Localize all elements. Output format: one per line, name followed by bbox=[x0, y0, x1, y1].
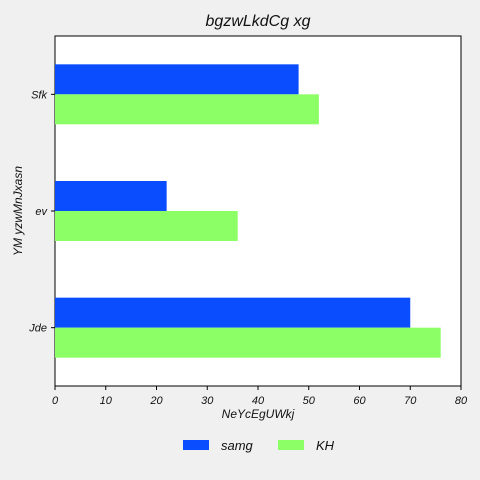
x-tick-label: 80 bbox=[455, 395, 468, 407]
y-axis-ticks: Sfk ev Jde bbox=[28, 89, 55, 335]
x-tick-label: 60 bbox=[353, 395, 366, 407]
x-tick-label: 20 bbox=[149, 395, 163, 407]
legend-label-KH: KH bbox=[316, 438, 335, 453]
bar-samg-Sfk bbox=[55, 64, 299, 95]
x-tick-label: 10 bbox=[100, 395, 113, 407]
y-axis-label: YM yzwMnJxasn bbox=[11, 166, 25, 256]
bars-layer bbox=[55, 64, 441, 358]
bar-KH-Jde bbox=[55, 327, 441, 358]
x-tick-label: 70 bbox=[404, 395, 417, 407]
bar-samg-ev bbox=[55, 181, 167, 211]
x-tick-label: 30 bbox=[201, 395, 214, 407]
bar-KH-ev bbox=[55, 211, 238, 241]
bar-KH-Sfk bbox=[55, 94, 319, 125]
bar-samg-Jde bbox=[55, 297, 411, 328]
legend-swatch-samg bbox=[183, 440, 209, 450]
x-tick-label: 50 bbox=[303, 395, 316, 407]
x-axis-label: NeYcEgUWkj bbox=[222, 407, 295, 421]
legend: samg KH bbox=[183, 438, 335, 453]
x-axis-ticks: 0 10 20 30 40 50 60 70 80 bbox=[52, 386, 468, 407]
x-tick-label: 0 bbox=[52, 395, 59, 407]
x-tick-label: 40 bbox=[252, 395, 265, 407]
y-tick-label: ev bbox=[35, 206, 48, 218]
legend-swatch-KH bbox=[278, 440, 304, 450]
chart-title: bgzwLkdCg xg bbox=[206, 13, 311, 30]
y-tick-label: Jde bbox=[28, 323, 47, 335]
y-tick-label: Sfk bbox=[31, 89, 47, 101]
legend-label-samg: samg bbox=[221, 438, 254, 453]
